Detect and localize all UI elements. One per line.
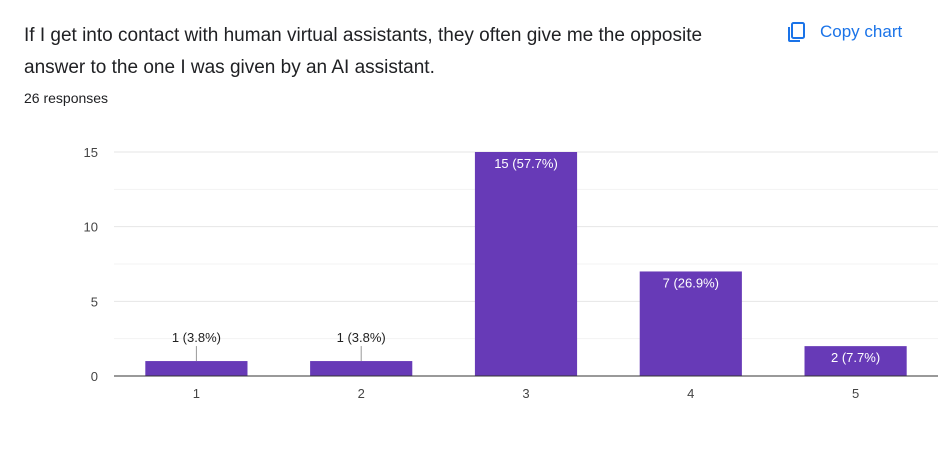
x-tick-label: 5 (852, 386, 859, 401)
data-label: 1 (3.8%) (337, 330, 386, 345)
data-label: 2 (7.7%) (831, 350, 880, 365)
question-title: If I get into contact with human virtual… (24, 25, 703, 78)
data-label: 1 (3.8%) (172, 330, 221, 345)
copy-chart-button[interactable]: Copy chart (784, 16, 902, 48)
bar[interactable] (804, 346, 907, 376)
y-tick-label: 0 (91, 369, 98, 384)
data-label: 15 (57.7%) (494, 156, 558, 171)
bar[interactable] (145, 361, 248, 376)
x-tick-label: 1 (193, 386, 200, 401)
x-tick-label: 2 (358, 386, 365, 401)
copy-chart-label: Copy chart (820, 22, 903, 41)
y-tick-label: 5 (91, 294, 98, 309)
x-tick-label: 4 (687, 386, 694, 401)
y-tick-label: 10 (84, 220, 98, 235)
copy-icon (784, 20, 808, 44)
data-label: 7 (26.9%) (663, 275, 719, 290)
x-tick-label: 3 (522, 386, 529, 401)
bar[interactable] (310, 361, 413, 376)
bar[interactable] (474, 152, 578, 376)
bar[interactable] (639, 271, 742, 376)
y-tick-label: 15 (84, 145, 98, 160)
response-count: 26 responses (24, 90, 109, 106)
